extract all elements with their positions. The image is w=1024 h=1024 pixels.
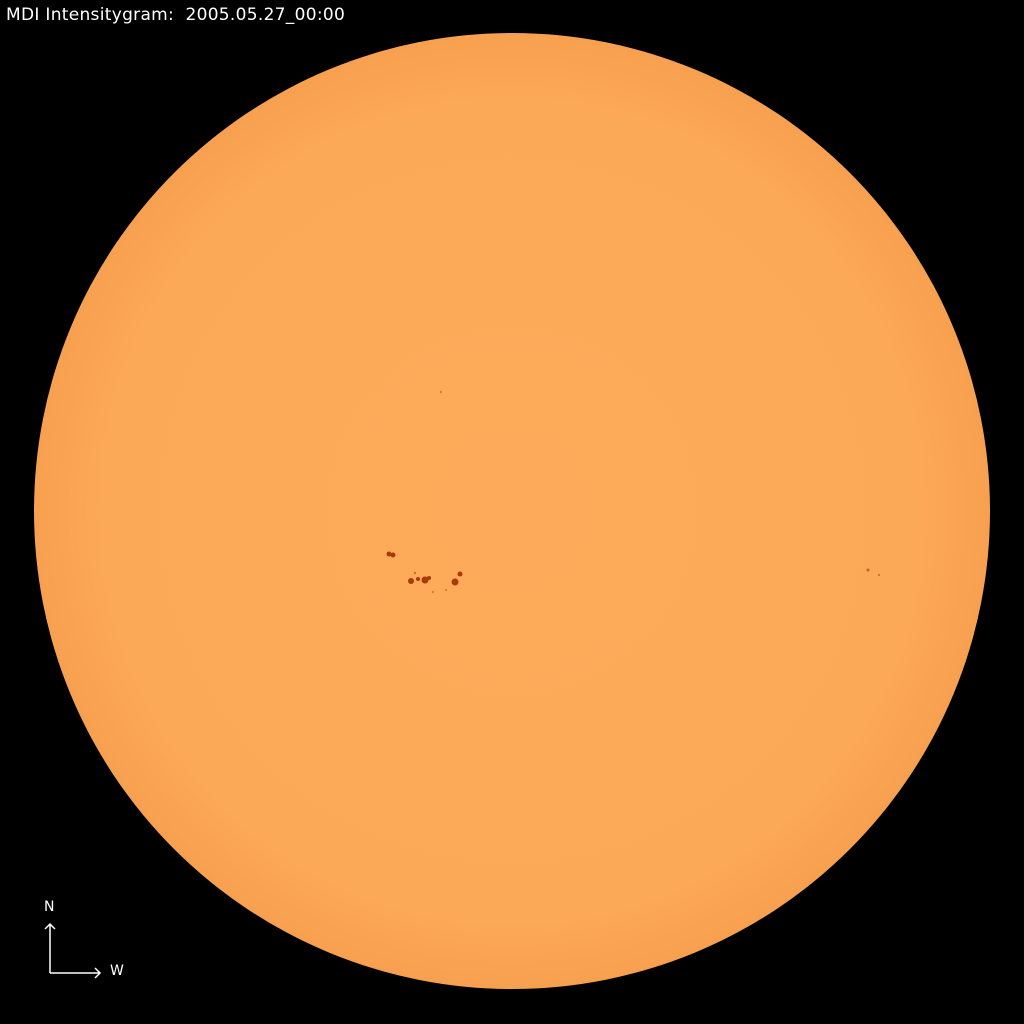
sunspot-group (386, 391, 881, 593)
sunspot (408, 578, 414, 584)
sunspot (457, 571, 463, 577)
sunspot (416, 577, 420, 581)
north-arrow-icon (44, 922, 56, 973)
sunspot (440, 391, 442, 393)
sunspot (877, 573, 881, 577)
sunspot (390, 552, 396, 558)
west-arrow-icon (50, 967, 102, 979)
solar-disk (34, 33, 990, 989)
sunspot (427, 576, 431, 580)
north-label: N (44, 899, 55, 915)
sunspot (421, 576, 429, 584)
sunspot (451, 578, 459, 586)
sunspot (432, 591, 434, 593)
image-title: MDI Intensitygram: 2005.05.27_00:00 (6, 5, 346, 25)
west-label: W (110, 963, 124, 979)
orientation-arrows (44, 922, 102, 979)
sunspot (445, 589, 447, 591)
sunspot (866, 568, 870, 572)
sunspot (386, 551, 392, 557)
sunspot (413, 571, 417, 575)
